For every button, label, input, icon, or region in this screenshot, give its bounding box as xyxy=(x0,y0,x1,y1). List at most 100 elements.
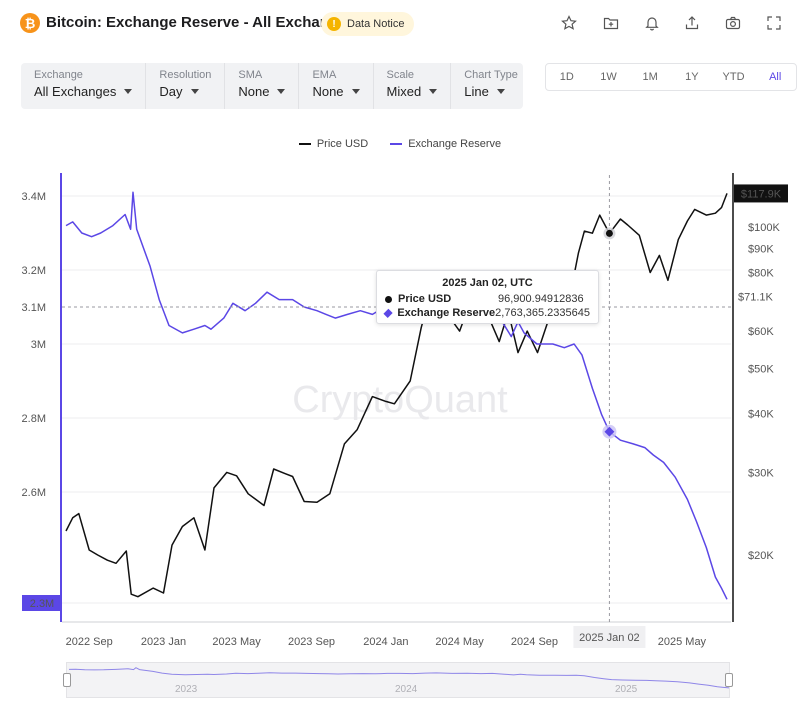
y-right-tick-label: $20K xyxy=(748,550,774,562)
y-right-current-label: $117.9K xyxy=(741,188,782,200)
y-left-tick-label: 3.2M xyxy=(22,265,46,277)
range-ytd-button[interactable]: YTD xyxy=(722,71,745,83)
navigator-year-2024: 2024 xyxy=(395,684,418,695)
chart-type-select[interactable]: Chart Type Line xyxy=(451,63,531,109)
watermark: CryptoQuant xyxy=(292,379,508,421)
chart-type-label: Chart Type xyxy=(464,69,518,81)
chevron-down-icon xyxy=(351,89,360,94)
exchange-select[interactable]: Exchange All Exchanges xyxy=(21,63,147,109)
x-tick-label: 2024 Jan xyxy=(363,636,408,648)
navigator-year-2025: 2025 xyxy=(615,684,638,695)
y-left-current-label: 2.3M xyxy=(30,598,54,610)
y-left-tick-label: 2.8M xyxy=(22,413,46,425)
chart-header: ₿ Bitcoin: Exchange Reserve - All Exchan… xyxy=(0,0,800,48)
navigator-left-handle[interactable] xyxy=(63,673,71,687)
scale-select[interactable]: Scale Mixed xyxy=(374,63,452,109)
range-all-button[interactable]: All xyxy=(769,71,782,83)
page-title: Bitcoin: Exchange Reserve - All Exchange… xyxy=(46,14,355,31)
x-tick-label: 2022 Sep xyxy=(66,636,113,648)
tooltip-reserve-name: Exchange Reserve xyxy=(397,307,496,319)
x-tick-label: 2023 Jan xyxy=(141,636,186,648)
sma-label: SMA xyxy=(238,69,263,81)
range-1d-button[interactable]: 1D xyxy=(559,71,574,83)
reserve-marker xyxy=(604,426,615,437)
warning-icon: ! xyxy=(327,17,341,31)
time-range-selector: 1D 1W 1M 1Y YTD All xyxy=(545,63,797,91)
chart-type-value: Line xyxy=(464,84,489,99)
legend-item-price[interactable]: Price USD xyxy=(298,138,369,150)
fullscreen-icon[interactable] xyxy=(764,13,784,33)
y-left-tick-label: 3.4M xyxy=(22,191,46,203)
x-tick-label: 2024 Sep xyxy=(511,636,558,648)
ema-value: None xyxy=(312,84,344,99)
tooltip-reserve-value: 2,763,365.2335645 xyxy=(495,307,590,319)
tooltip-price-name: Price USD xyxy=(398,293,452,305)
range-1y-button[interactable]: 1Y xyxy=(685,71,699,83)
chevron-down-icon xyxy=(429,89,438,94)
tooltip-price-value: 96,900.94912836 xyxy=(498,293,584,305)
navigator-line xyxy=(68,667,730,689)
y-right-tick-label: $90K xyxy=(748,243,774,255)
sma-value: None xyxy=(238,84,270,99)
y-right-current-box xyxy=(734,184,788,203)
resolution-value: Day xyxy=(159,84,183,99)
ema-label: EMA xyxy=(312,69,337,81)
scale-label: Scale xyxy=(386,69,415,81)
ema-select[interactable]: EMA None xyxy=(299,63,374,109)
y-left-tick-label: 2.6M xyxy=(22,487,46,499)
chevron-down-icon xyxy=(190,89,199,94)
crosshair-tooltip: 2025 Jan 02, UTC Price USD 96,900.949128… xyxy=(376,270,599,324)
tooltip-row-price: Price USD 96,900.94912836 xyxy=(385,292,590,306)
legend-label-reserve: Exchange Reserve xyxy=(408,138,502,150)
price-marker xyxy=(605,229,613,237)
price-line xyxy=(65,193,728,598)
folder-add-icon[interactable] xyxy=(601,13,621,33)
crosshair-x-label: 2025 Jan 02 xyxy=(579,632,640,644)
y-left-tick-label: 3M xyxy=(31,339,46,351)
x-tick-label: 2023 May xyxy=(212,636,261,648)
y-right-tick-label: $40K xyxy=(748,409,774,421)
range-1m-button[interactable]: 1M xyxy=(642,71,658,83)
y-right-tick-label: $60K xyxy=(748,326,774,338)
range-navigator[interactable]: 2023 2024 2025 xyxy=(63,662,733,698)
chevron-down-icon xyxy=(277,89,286,94)
price-dot-icon xyxy=(385,295,392,303)
star-icon[interactable] xyxy=(559,13,579,33)
legend-label-price: Price USD xyxy=(316,138,369,150)
exchange-label: Exchange xyxy=(34,69,83,81)
chevron-down-icon xyxy=(124,89,133,94)
crosshair-x-box xyxy=(573,626,646,648)
scale-value: Mixed xyxy=(386,84,422,99)
camera-icon[interactable] xyxy=(723,13,743,33)
tooltip-row-reserve: Exchange Reserve 2,763,365.2335645 xyxy=(383,306,590,320)
y-right-tick-label: $50K xyxy=(748,363,774,375)
y-right-tick-label: $100K xyxy=(748,222,780,234)
x-tick-label: 2025 May xyxy=(658,636,707,648)
reserve-swatch xyxy=(390,143,403,145)
y-right-tick-label: $80K xyxy=(748,267,774,279)
resolution-label: Resolution xyxy=(159,69,212,81)
navigator-year-2023: 2023 xyxy=(175,684,198,695)
bell-icon[interactable] xyxy=(642,13,662,33)
bitcoin-logo-icon: ₿ xyxy=(20,13,40,33)
crosshair-left-label: 3.1M xyxy=(22,302,46,314)
y-right-tick-label: $30K xyxy=(748,467,774,479)
reserve-diamond-icon xyxy=(383,308,393,318)
exchange-value: All Exchanges xyxy=(34,84,117,99)
data-notice-badge[interactable]: ! Data Notice xyxy=(321,12,415,36)
sma-select[interactable]: SMA None xyxy=(225,63,300,109)
crosshair-right-label: $71.1K xyxy=(738,292,774,304)
range-1w-button[interactable]: 1W xyxy=(600,71,617,83)
data-notice-label: Data Notice xyxy=(347,18,405,30)
legend-item-reserve[interactable]: Exchange Reserve xyxy=(390,138,501,150)
navigator-right-handle[interactable] xyxy=(725,673,733,687)
resolution-select[interactable]: Resolution Day xyxy=(146,63,226,109)
y-left-current-box xyxy=(22,595,62,611)
chart-controls: Exchange All Exchanges Resolution Day SM… xyxy=(21,63,523,109)
chart-legend: Price USD Exchange Reserve xyxy=(0,138,800,150)
chart-canvas[interactable]: CryptoQuant 3.4M 3.2M 3M 2.8M 2.6M 2.3M $117.9K… xyxy=(0,160,800,660)
x-tick-label: 2024 May xyxy=(435,636,484,648)
chevron-down-icon xyxy=(496,89,505,94)
price-swatch xyxy=(298,143,311,145)
share-icon[interactable] xyxy=(682,13,702,33)
